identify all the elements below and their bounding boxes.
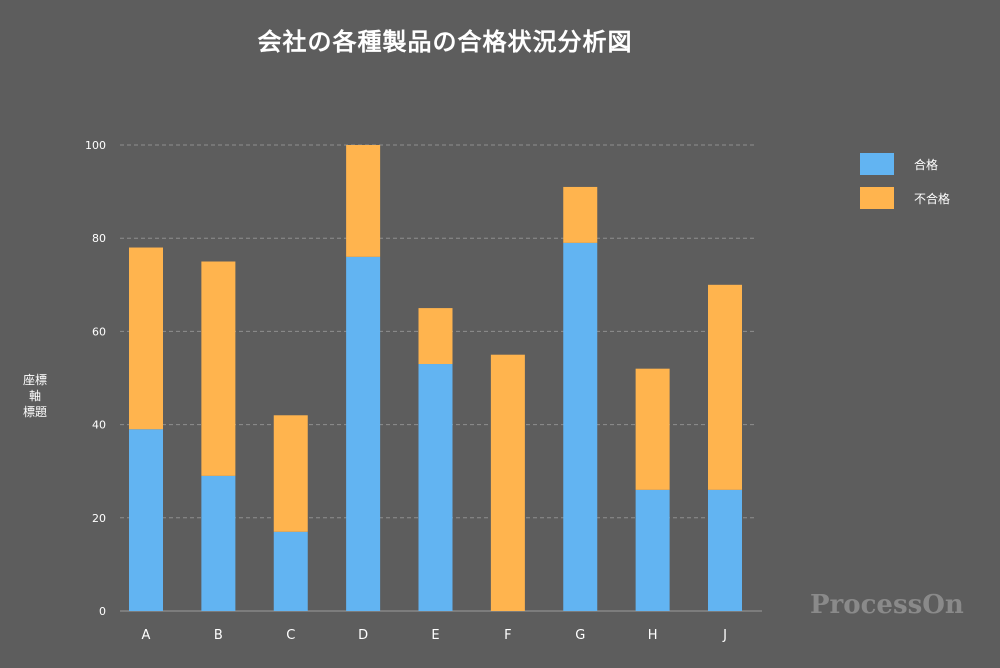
y-tick-label: 20 [92,512,106,525]
x-tick-label: J [722,628,727,643]
y-tick-label: 60 [92,325,106,338]
y-tick-label: 0 [99,605,106,618]
y-axis-title-line-2: 軸 [28,389,41,403]
bar-fail-F[interactable] [490,354,525,611]
bar-pass-H[interactable] [635,489,670,611]
legend: 合格 不合格 [860,153,950,221]
x-tick-label: D [358,628,368,643]
y-tick-label: 100 [85,139,106,152]
bar-fail-G[interactable] [563,186,598,243]
x-tick-label: H [648,628,658,643]
legend-label-pass: 合格 [914,157,939,172]
x-tick-label: F [504,628,511,643]
bar-pass-B[interactable] [201,475,236,611]
bar-fail-E[interactable] [418,308,453,365]
bar-pass-C[interactable] [273,531,308,611]
bar-pass-D[interactable] [346,256,381,611]
bar-fail-C[interactable] [273,415,308,532]
bar-fail-A[interactable] [129,247,163,430]
bar-fail-D[interactable] [346,145,381,257]
y-tick-label: 80 [92,232,106,245]
bar-fail-J[interactable] [708,284,742,490]
legend-swatch-fail [860,187,894,209]
legend-swatch-pass [860,153,894,175]
legend-item-fail[interactable]: 不合格 [860,187,950,209]
y-axis-title-line-1: 座標 [22,373,47,387]
x-tick-label: C [286,628,295,643]
y-tick-label: 40 [92,419,106,432]
legend-item-pass[interactable]: 合格 [860,153,950,175]
bar-pass-E[interactable] [418,364,453,611]
bar-pass-A[interactable] [129,429,163,611]
bar-pass-J[interactable] [708,489,742,611]
x-tick-label: G [575,628,585,643]
y-axis-title-line-3: 標題 [22,405,47,419]
chart-title: 会社の各種製品の合格状況分析図 [257,28,633,56]
bar-fail-H[interactable] [635,368,670,490]
watermark-logo: ProcessOn [810,590,964,620]
bar-pass-G[interactable] [563,242,598,612]
y-axis-title: 座標 軸 標題 [14,372,56,420]
bar-fail-B[interactable] [201,261,236,476]
legend-label-fail: 不合格 [914,191,951,206]
x-tick-label: A [142,628,151,643]
x-tick-label: B [214,628,223,643]
x-tick-label: E [431,628,439,643]
